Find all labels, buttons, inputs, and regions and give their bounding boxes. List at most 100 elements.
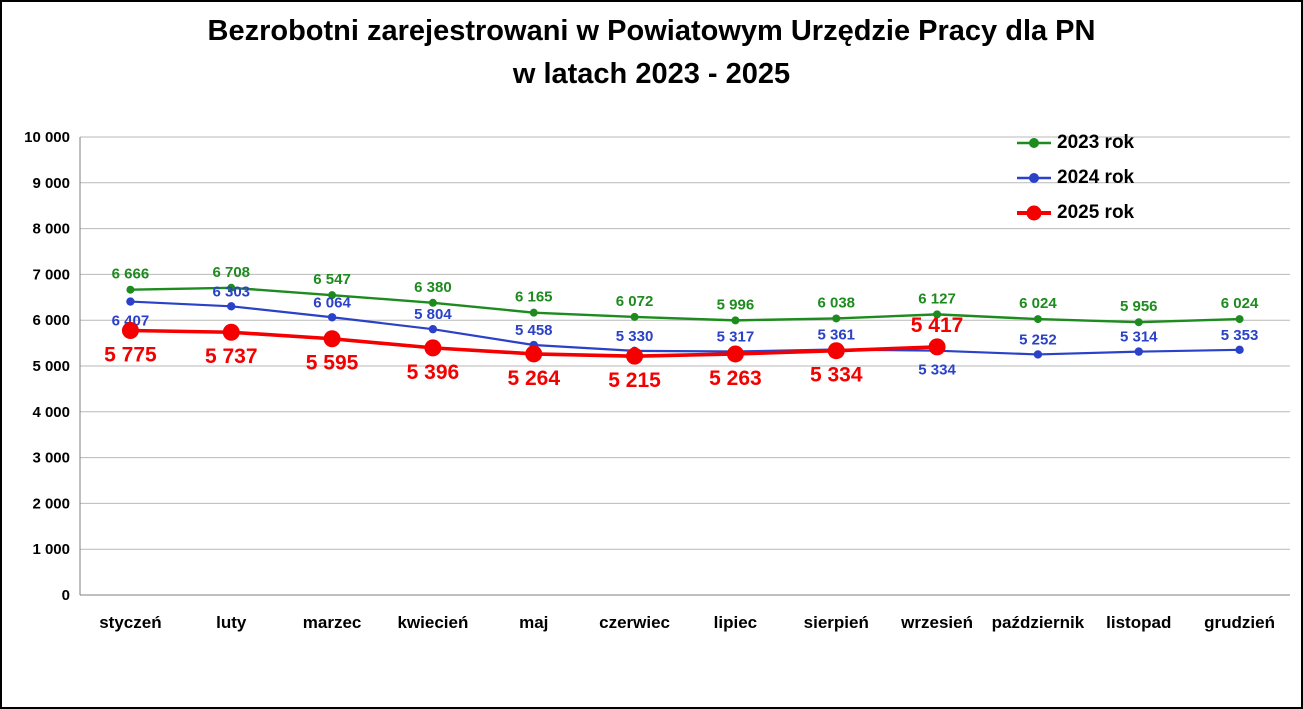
data-point [121, 322, 139, 340]
data-point [222, 323, 240, 341]
x-category-label: wrzesień [900, 613, 973, 632]
data-label: 5 334 [810, 364, 863, 387]
legend-item-2025: 2025 rok [1016, 202, 1134, 224]
data-label: 5 264 [507, 367, 560, 390]
data-point [227, 283, 236, 292]
y-tick-label: 7 000 [32, 266, 70, 283]
y-tick-label: 4 000 [32, 404, 70, 421]
data-label: 6 127 [918, 290, 956, 307]
chart-title: Bezrobotni zarejestrowani w Powiatowym U… [2, 10, 1301, 96]
x-category-label: październik [992, 613, 1085, 632]
x-category-label: styczeń [99, 613, 161, 632]
y-tick-label: 3 000 [32, 450, 70, 467]
y-tick-label: 6 000 [32, 312, 70, 329]
data-point [626, 347, 644, 365]
data-label: 5 314 [1120, 329, 1158, 346]
data-label: 5 263 [709, 367, 762, 390]
data-label: 6 547 [313, 271, 351, 288]
chart-title-line1: Bezrobotni zarejestrowani w Powiatowym U… [207, 15, 1096, 47]
chart-title-line2: w latach 2023 - 2025 [512, 58, 791, 90]
legend-marker-2023-icon [1017, 138, 1051, 148]
data-point [726, 345, 744, 363]
data-point [126, 285, 135, 294]
data-label: 5 252 [1019, 331, 1057, 348]
data-label: 6 072 [616, 293, 654, 310]
data-point [525, 345, 543, 363]
data-point [832, 314, 841, 323]
data-point [933, 310, 942, 319]
data-point [428, 324, 438, 334]
data-label: 5 334 [918, 362, 956, 379]
legend-label-2024: 2024 rok [1057, 167, 1135, 188]
data-label: 5 330 [616, 328, 654, 345]
series-line-2023-rok [129, 286, 1241, 324]
x-category-label: lipiec [714, 613, 757, 632]
data-label: 5 996 [717, 296, 755, 313]
data-point [323, 330, 341, 348]
data-point [630, 312, 639, 321]
data-label: 5 956 [1120, 298, 1158, 315]
legend-label-2025: 2025 rok [1057, 202, 1135, 223]
data-point [1235, 345, 1244, 355]
data-point [1033, 315, 1042, 324]
data-label: 6 038 [817, 294, 855, 311]
data-point [827, 342, 845, 360]
data-label: 5 595 [306, 352, 359, 375]
y-tick-label: 2 000 [32, 495, 70, 512]
x-category-label: luty [216, 613, 247, 632]
x-category-label: sierpień [804, 613, 869, 632]
legend-marker-2024-icon [1017, 173, 1051, 183]
legend-item-2024: 2024 rok [1016, 167, 1134, 189]
data-label: 5 361 [817, 326, 855, 343]
data-label: 6 380 [414, 279, 452, 296]
data-label: 6 407 [112, 313, 150, 330]
legend: 2023 rok 2024 rok 2025 rok [1016, 132, 1134, 224]
data-point [928, 338, 946, 356]
series-line-2024-rok [129, 300, 1241, 356]
data-point [731, 316, 740, 325]
data-label: 5 317 [717, 328, 755, 345]
data-label: 6 666 [112, 266, 150, 283]
y-tick-label: 1 000 [32, 541, 70, 558]
data-point [126, 297, 135, 306]
data-label: 5 215 [608, 369, 661, 392]
data-label: 6 024 [1019, 295, 1057, 312]
data-label: 5 804 [414, 306, 452, 323]
x-category-label: maj [519, 613, 548, 632]
data-point [328, 291, 337, 300]
data-point [227, 302, 236, 311]
data-label: 5 417 [911, 314, 964, 337]
data-point [327, 313, 337, 322]
data-point [424, 339, 442, 357]
data-label: 5 396 [407, 361, 460, 384]
data-label: 5 737 [205, 345, 258, 368]
x-category-label: czerwiec [599, 613, 670, 632]
data-label: 5 458 [515, 322, 553, 339]
y-tick-label: 9 000 [32, 175, 70, 192]
legend-label-2023: 2023 rok [1057, 132, 1135, 153]
data-point [1134, 318, 1143, 327]
x-category-label: grudzień [1204, 613, 1275, 632]
y-tick-label: 10 000 [24, 129, 70, 146]
x-category-label: listopad [1106, 613, 1171, 632]
data-point [529, 308, 538, 317]
y-tick-label: 8 000 [32, 221, 70, 238]
x-category-label: marzec [303, 613, 362, 632]
data-point [1033, 350, 1043, 359]
legend-marker-2025-icon [1017, 205, 1051, 221]
legend-item-2023: 2023 rok [1016, 132, 1134, 154]
y-tick-label: 5 000 [32, 358, 70, 375]
data-point [1235, 315, 1244, 324]
y-tick-label: 0 [62, 587, 70, 604]
data-label: 6 708 [212, 264, 250, 281]
data-label: 5 353 [1221, 327, 1259, 344]
data-point [1134, 347, 1143, 356]
data-label: 6 165 [515, 289, 553, 306]
data-point [428, 298, 437, 307]
data-label: 6 024 [1221, 295, 1259, 312]
data-label: 6 064 [313, 294, 351, 311]
data-label: 6 303 [212, 283, 250, 300]
x-category-label: kwiecień [397, 613, 468, 632]
